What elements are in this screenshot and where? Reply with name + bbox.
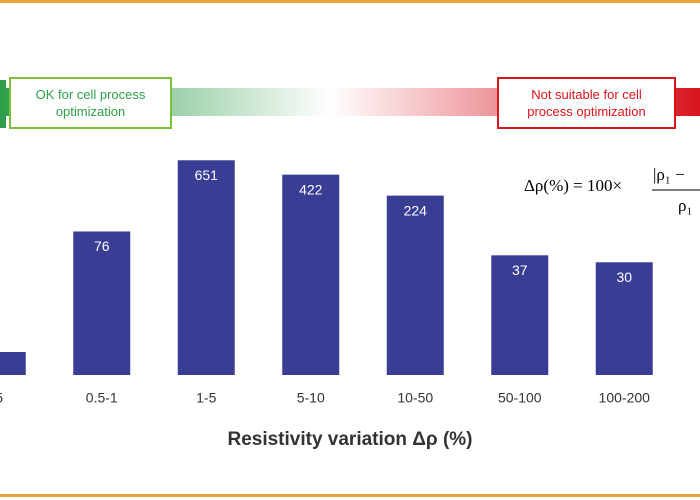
value-label: 224 [404, 202, 428, 218]
value-label: 651 [195, 167, 219, 183]
value-label: 422 [299, 181, 323, 197]
good-box [9, 77, 172, 129]
bar [595, 262, 653, 375]
x-axis-label: Resistivity variation Δρ (%) [227, 429, 472, 450]
value-label: 30 [616, 269, 632, 285]
good-box-text: OK for cell process optimization [35, 87, 146, 119]
value-label: 37 [512, 262, 528, 278]
bad-box [497, 77, 676, 129]
x-tick-label: 10-50 [397, 390, 433, 406]
value-label: 76 [94, 238, 110, 254]
x-tick-label: 0.5-1 [86, 390, 118, 406]
bad-label: Not suitable for cell process optimizati… [527, 87, 646, 119]
top-border [0, 0, 700, 3]
x-tick-label: 5-10 [297, 390, 325, 406]
x-tick-label: 1-5 [196, 390, 216, 406]
bar [491, 255, 549, 375]
good-label: OK for cell process optimization [35, 87, 146, 119]
bar [177, 160, 235, 375]
good-edge [0, 80, 6, 128]
bar [73, 231, 131, 375]
formula-lhs: Δρ(%) = 100× [524, 176, 622, 195]
bottom-border [0, 494, 700, 497]
x-tick-label: 100-200 [599, 390, 651, 406]
x-tick-label: .5 [0, 390, 3, 406]
bar [386, 195, 444, 375]
bar [282, 174, 340, 375]
bar [0, 352, 26, 375]
bad-box-text: Not suitable for cell process optimizati… [527, 87, 646, 119]
x-tick-label: 50-100 [498, 390, 542, 406]
formula-numerator: |ρ₁ − [653, 165, 685, 184]
formula-denominator: ρ₁ [678, 196, 692, 215]
